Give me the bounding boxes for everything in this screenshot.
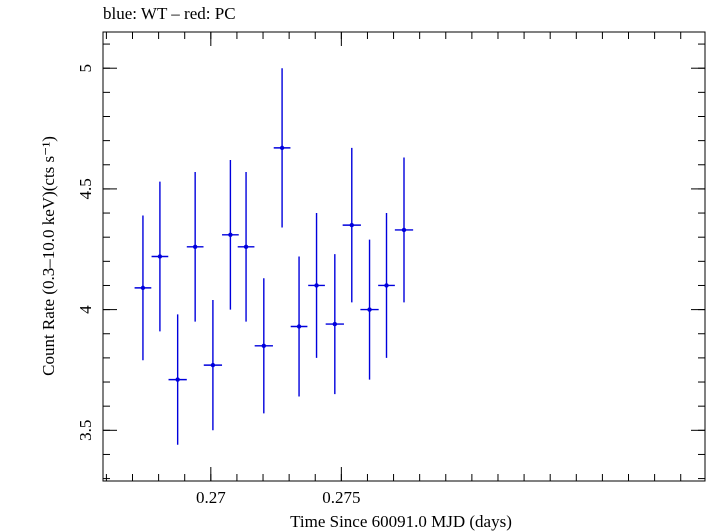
point-marker xyxy=(296,324,302,329)
point-marker xyxy=(332,321,338,327)
point-marker xyxy=(367,307,372,312)
point-marker xyxy=(175,377,180,382)
axis-ticks xyxy=(103,32,705,481)
x-tick-label: 0.27 xyxy=(196,488,226,507)
data-point xyxy=(186,172,204,322)
y-tick-label: 3.5 xyxy=(76,420,95,441)
axis-tick-labels: 3.5 4 4.5 5 0.27 0.275 xyxy=(76,64,360,507)
point-marker xyxy=(243,244,249,250)
point-marker xyxy=(210,362,216,368)
data-point xyxy=(394,157,414,303)
chart-title: blue: WT – red: PC xyxy=(103,4,236,23)
data-point xyxy=(237,172,255,322)
data-point xyxy=(168,314,187,445)
y-tick-label: 4 xyxy=(76,305,95,314)
data-point xyxy=(290,256,308,397)
data-marks xyxy=(134,68,414,445)
point-marker xyxy=(279,145,285,151)
data-point xyxy=(151,181,169,332)
point-marker xyxy=(401,227,407,233)
point-marker xyxy=(228,232,233,237)
point-marker xyxy=(157,254,163,259)
y-axis-label: Count Rate (0.3–10.0 keV)(cts s⁻¹) xyxy=(39,136,58,376)
point-marker xyxy=(384,283,389,288)
x-tick-label: 0.275 xyxy=(322,488,360,507)
point-marker xyxy=(261,343,267,349)
x-axis-label: Time Since 60091.0 MJD (days) xyxy=(290,512,512,531)
data-point xyxy=(134,215,152,361)
plot-frame xyxy=(102,31,706,482)
y-tick-label: 5 xyxy=(76,64,95,73)
data-point xyxy=(378,213,395,358)
data-point xyxy=(325,254,344,395)
data-point xyxy=(360,239,379,380)
point-marker xyxy=(192,244,198,250)
data-point xyxy=(222,159,239,310)
data-point xyxy=(308,213,325,358)
point-marker xyxy=(314,283,319,288)
data-point xyxy=(342,147,361,303)
data-point xyxy=(254,278,273,414)
data-point xyxy=(273,68,291,228)
point-marker xyxy=(140,285,146,291)
y-tick-label: 4.5 xyxy=(76,178,95,199)
data-point xyxy=(203,299,223,431)
point-marker xyxy=(349,222,354,228)
